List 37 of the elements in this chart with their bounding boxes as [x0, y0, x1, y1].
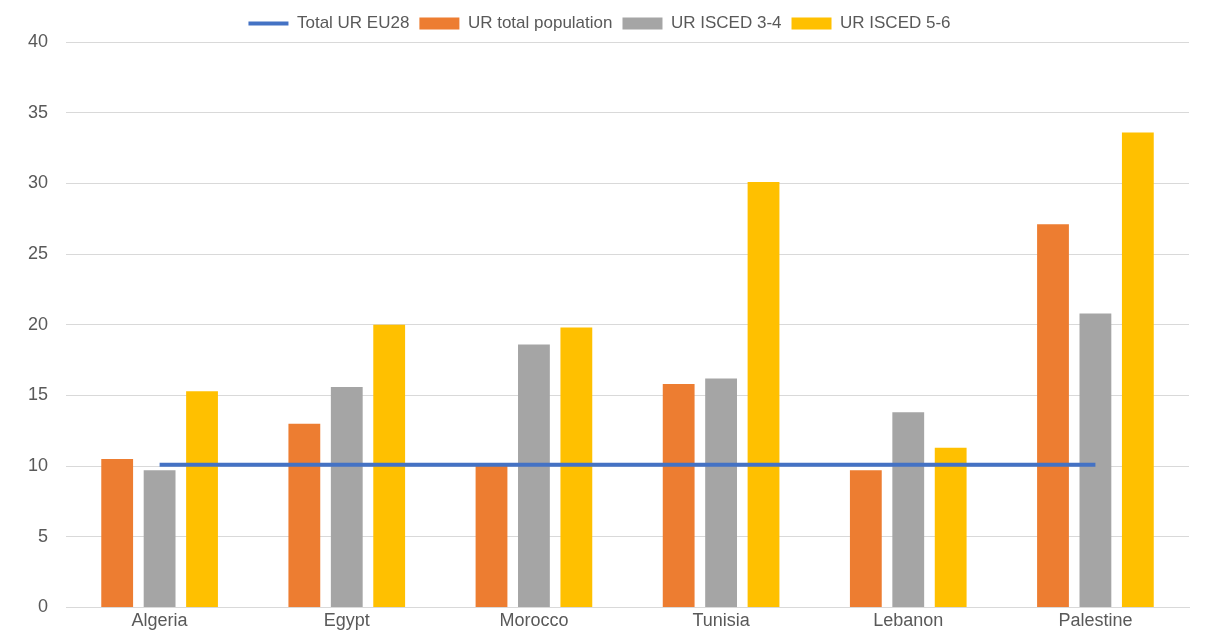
bar [934, 447, 967, 607]
y-tick-label: 35 [27, 101, 49, 122]
bar [1079, 313, 1112, 607]
bar [330, 386, 363, 607]
y-tick-label: 10 [27, 455, 49, 476]
bar [662, 384, 695, 607]
y-tick-label: 15 [27, 384, 49, 405]
x-tick-label: Egypt [323, 610, 370, 631]
bar [705, 378, 737, 607]
bar [518, 344, 550, 607]
legend-label: UR ISCED 5-6 [840, 13, 951, 33]
bar [892, 412, 925, 607]
y-tick-label: 0 [38, 596, 49, 617]
bar [1121, 132, 1154, 607]
y-tick-label: 30 [27, 172, 49, 193]
bar [849, 470, 882, 607]
x-tick-label: Tunisia [692, 610, 751, 631]
bar [143, 470, 176, 607]
bar [373, 324, 406, 607]
bar [475, 466, 508, 607]
x-tick-label: Lebanon [873, 610, 944, 631]
bar [101, 458, 134, 607]
bar [560, 327, 593, 607]
y-tick-label: 5 [38, 525, 49, 546]
y-tick-label: 20 [27, 313, 49, 334]
y-tick-label: 40 [27, 30, 49, 51]
x-tick-label: Palestine [1058, 610, 1133, 631]
legend-label: Total UR EU28 [296, 13, 410, 33]
bar [186, 391, 218, 607]
x-tick-label: Morocco [499, 610, 569, 631]
legend-label: UR total population [467, 13, 613, 33]
bar [1037, 224, 1069, 607]
x-tick-label: Algeria [131, 610, 189, 631]
y-tick-label: 25 [27, 242, 49, 263]
bar [747, 181, 780, 607]
legend-label: UR ISCED 3-4 [670, 13, 782, 33]
bar [288, 423, 321, 607]
